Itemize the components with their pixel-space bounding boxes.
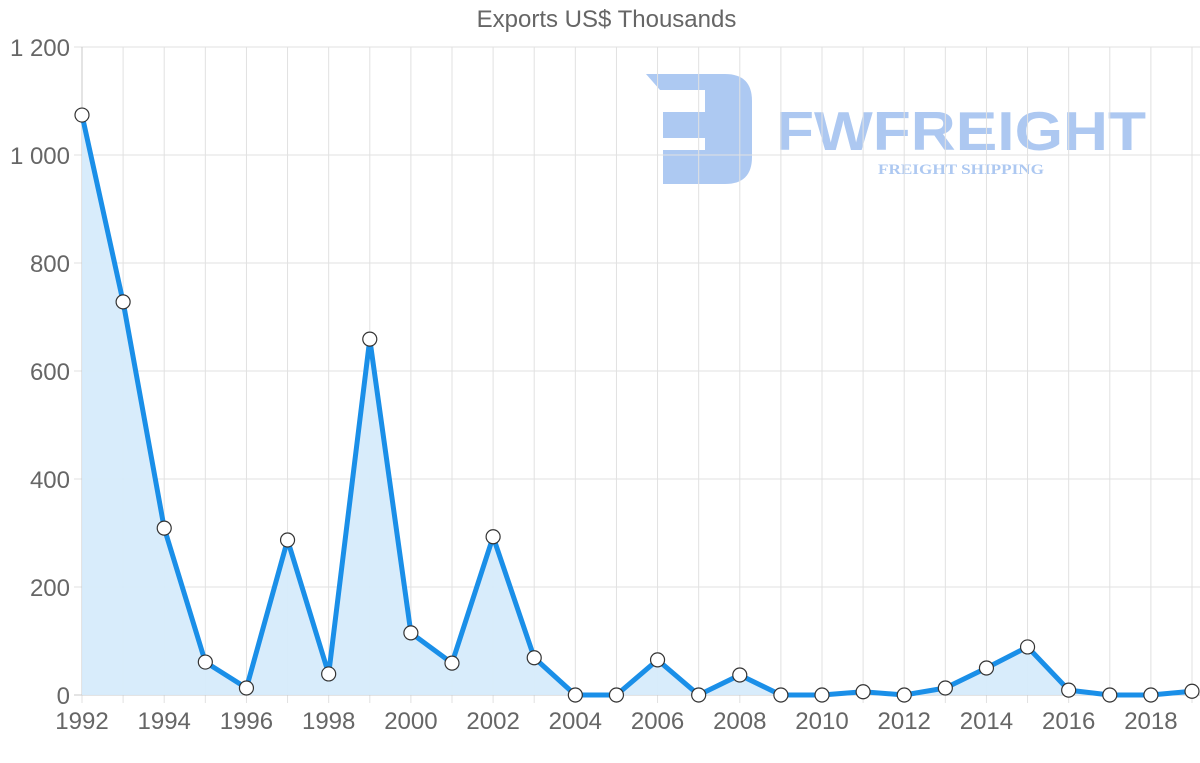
data-point-2005[interactable] bbox=[608, 687, 625, 703]
y-tick-label: 200 bbox=[30, 575, 70, 602]
data-points bbox=[74, 107, 1200, 703]
y-axis-ticks: 0 200 400 600 800 1 000 1 200 bbox=[10, 35, 70, 710]
x-tick-label: 2008 bbox=[713, 708, 766, 735]
watermark-brand: FWFREIGHT bbox=[776, 100, 1146, 162]
data-point-2006[interactable] bbox=[649, 652, 666, 668]
data-point-1992[interactable] bbox=[74, 107, 90, 123]
x-tick-label: 2004 bbox=[549, 708, 602, 735]
x-tick-label: 2016 bbox=[1042, 708, 1095, 735]
data-point-2008[interactable] bbox=[732, 667, 748, 683]
data-point-1997[interactable] bbox=[279, 532, 296, 548]
y-tick-label: 600 bbox=[30, 359, 70, 386]
data-point-2010[interactable] bbox=[814, 687, 830, 703]
x-tick-label: 1998 bbox=[302, 708, 355, 735]
data-point-2016[interactable] bbox=[1061, 682, 1077, 698]
data-point-2009[interactable] bbox=[773, 687, 789, 703]
x-tick-label: 2014 bbox=[960, 708, 1013, 735]
data-point-2004[interactable] bbox=[567, 687, 583, 703]
x-tick-label: 2002 bbox=[466, 708, 519, 735]
data-point-1993[interactable] bbox=[115, 294, 131, 310]
data-line bbox=[79, 114, 1193, 698]
x-tick-label: 2006 bbox=[631, 708, 684, 735]
data-point-2012[interactable] bbox=[896, 687, 912, 703]
data-point-1998[interactable] bbox=[321, 666, 337, 682]
data-point-2000[interactable] bbox=[403, 625, 419, 641]
watermark-tagline: FREIGHT SHIPPING bbox=[878, 162, 1044, 178]
data-point-2001[interactable] bbox=[444, 655, 460, 671]
x-tick-label: 1994 bbox=[138, 708, 191, 735]
data-point-2018[interactable] bbox=[1143, 687, 1159, 703]
y-tick-label: 1 200 bbox=[10, 35, 70, 62]
data-point-2017[interactable] bbox=[1102, 687, 1118, 703]
data-point-2014[interactable] bbox=[978, 660, 995, 676]
y-tick-label: 0 bbox=[57, 683, 70, 710]
x-tick-label: 2012 bbox=[878, 708, 931, 735]
fwfreight-watermark: FWFREIGHT FREIGHT SHIPPING bbox=[646, 74, 1146, 184]
data-point-2019[interactable] bbox=[1184, 683, 1200, 699]
y-tick-label: 800 bbox=[30, 251, 70, 278]
area-fill bbox=[82, 115, 1192, 696]
y-tick-label: 1 000 bbox=[10, 143, 70, 170]
data-point-1994[interactable] bbox=[156, 520, 172, 536]
x-tick-label: 2010 bbox=[795, 708, 848, 735]
x-axis-ticks: 1992 1994 1996 1998 2000 2002 2004 2006 2008 2010… bbox=[55, 708, 1177, 735]
data-point-2003[interactable] bbox=[526, 650, 542, 666]
x-tick-label: 2018 bbox=[1124, 708, 1177, 735]
data-point-1996[interactable] bbox=[238, 680, 255, 696]
data-point-1995[interactable] bbox=[197, 654, 213, 670]
data-point-2013[interactable] bbox=[937, 680, 953, 696]
data-point-2007[interactable] bbox=[691, 687, 707, 703]
x-tick-label: 2000 bbox=[384, 708, 437, 735]
area-path bbox=[82, 115, 1192, 696]
y-tick-label: 400 bbox=[30, 467, 70, 494]
chart-title: Exports US$ Thousands bbox=[476, 6, 737, 33]
data-point-2002[interactable] bbox=[485, 529, 501, 545]
x-tick-label: 1996 bbox=[220, 708, 273, 735]
data-point-1999[interactable] bbox=[362, 331, 378, 347]
x-tick-label: 1992 bbox=[55, 708, 108, 735]
data-point-2015[interactable] bbox=[1019, 639, 1036, 655]
series-line bbox=[79, 114, 1193, 698]
data-point-2011[interactable] bbox=[855, 684, 871, 700]
